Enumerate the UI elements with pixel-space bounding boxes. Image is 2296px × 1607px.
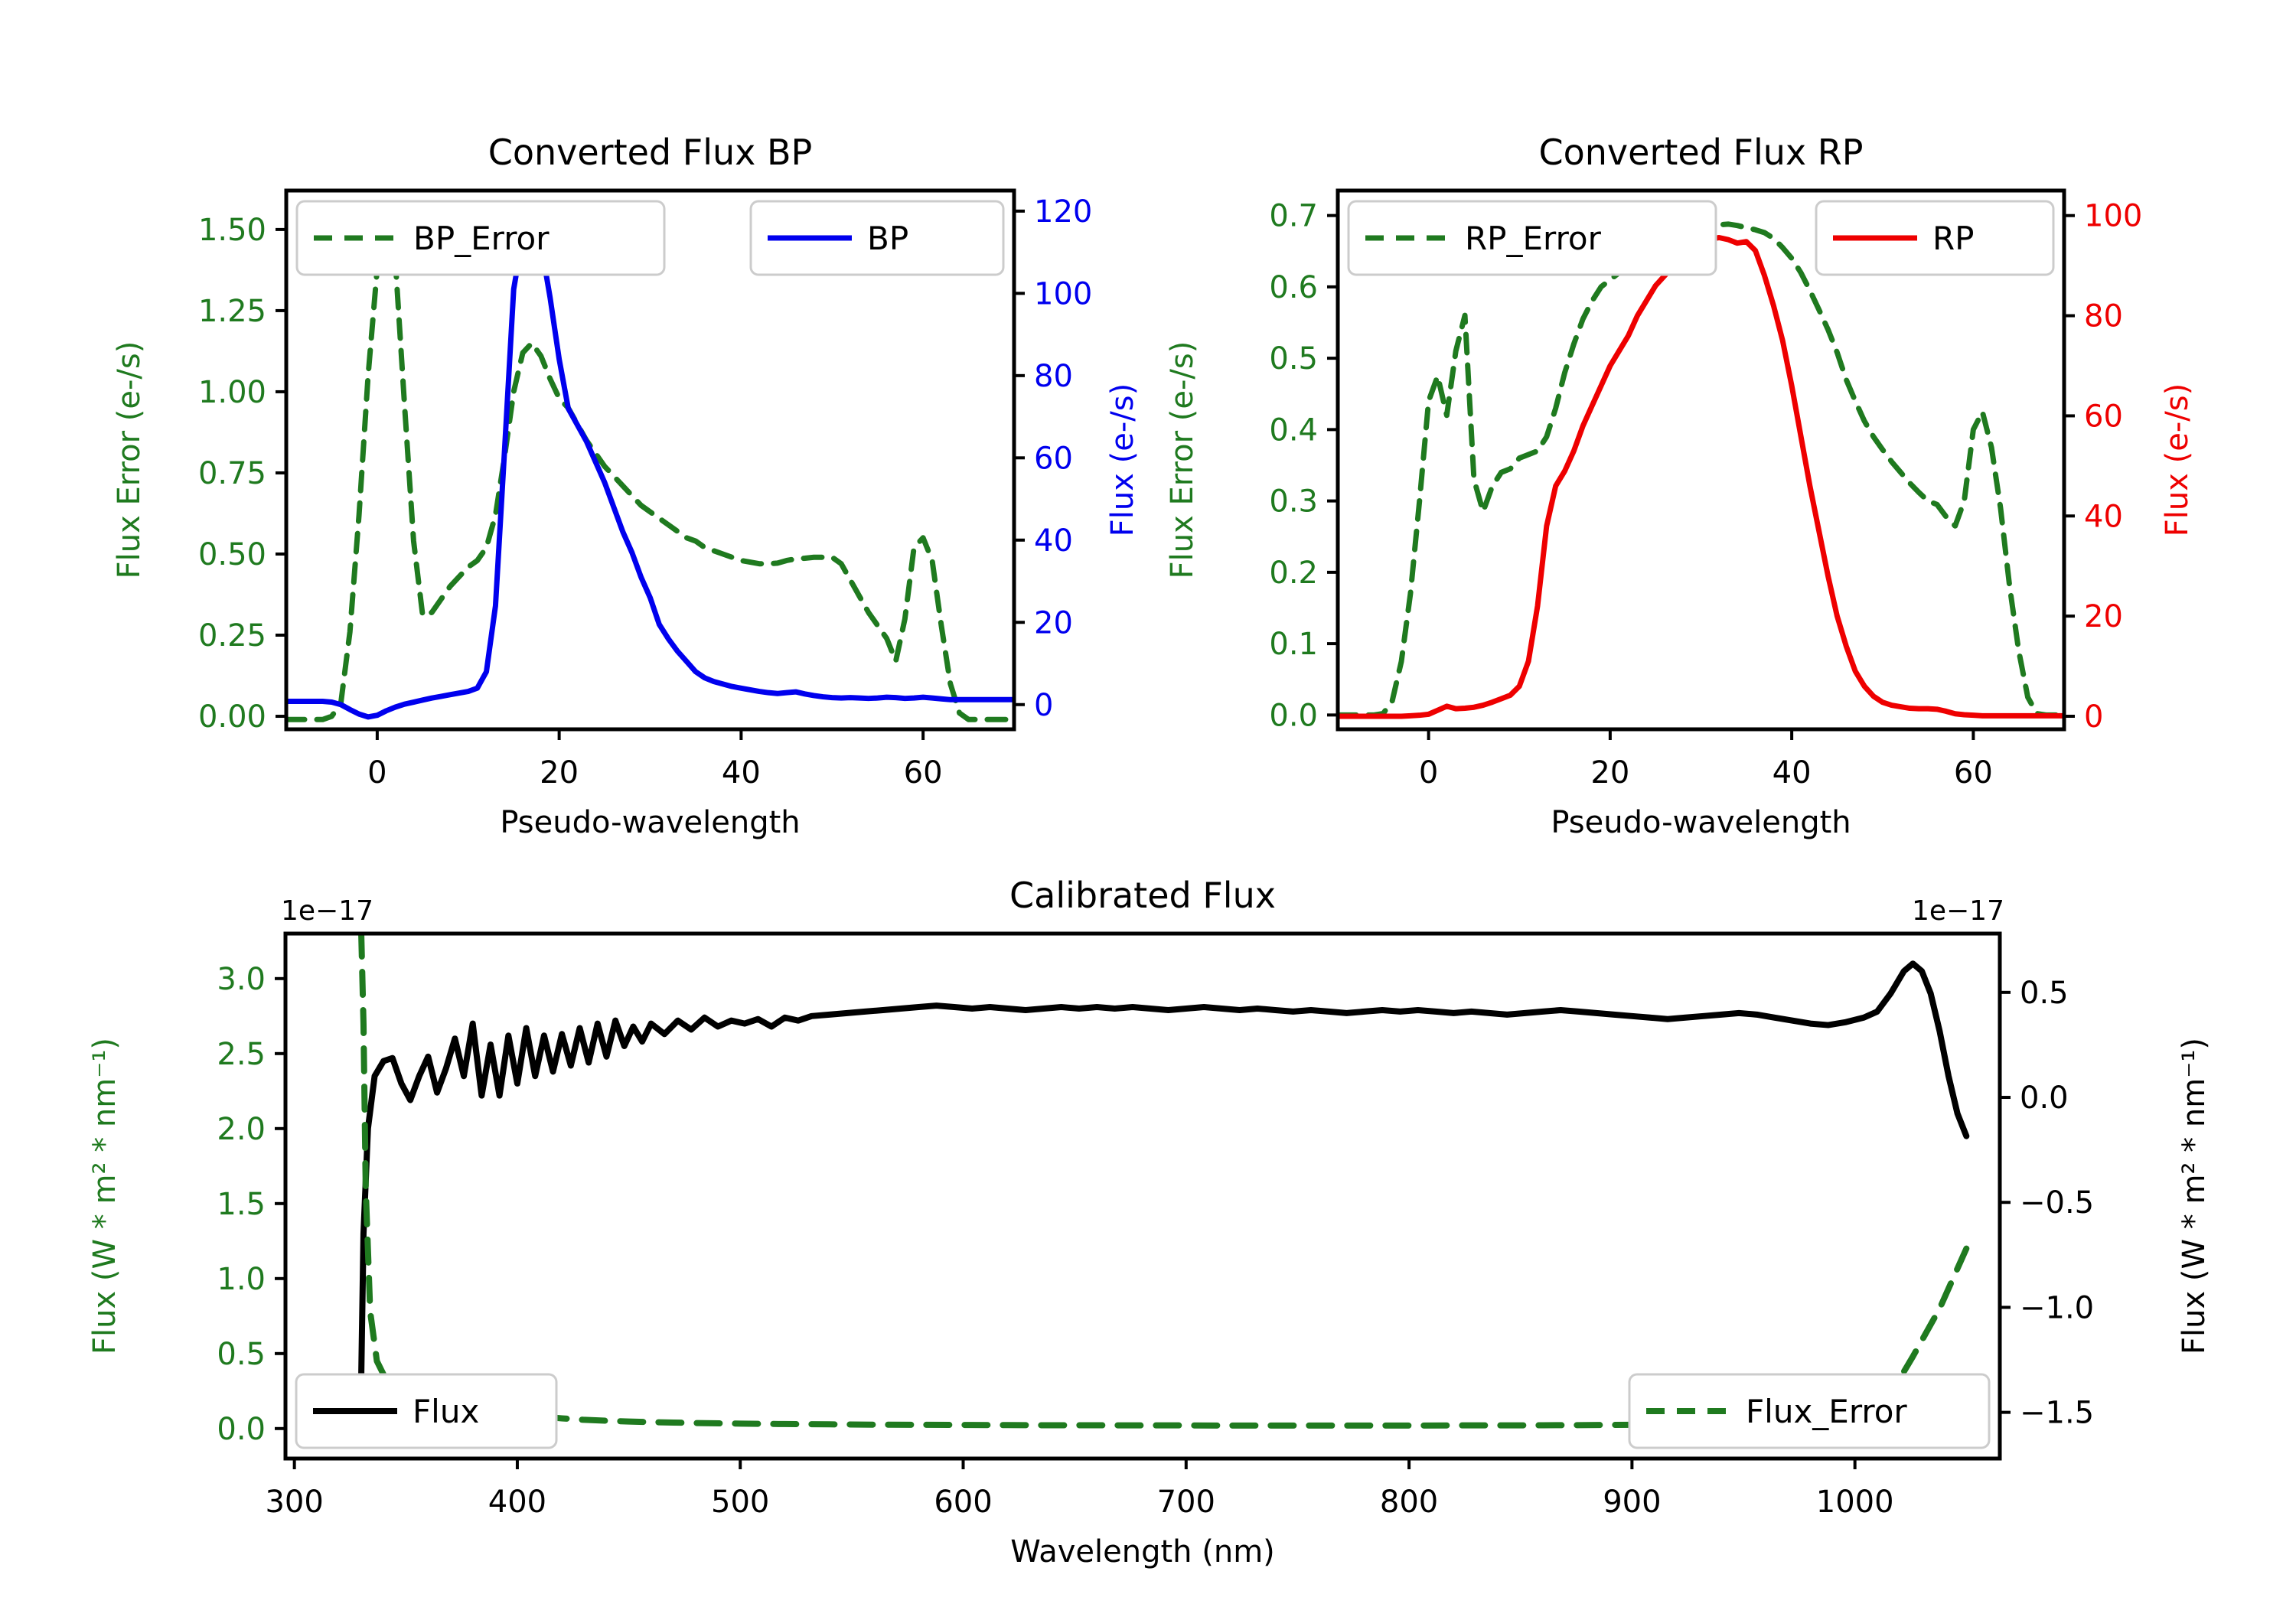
calibrated-flux-axes-frame (283, 931, 2002, 1461)
converted-flux-rp-yticklabel-left: 0.5 (1269, 341, 1318, 376)
converted-flux-bp-yticklabel-right: 20 (1034, 605, 1073, 641)
converted-flux-rp-axes-frame (1336, 188, 2066, 732)
converted-flux-bp-xaxis-label: Pseudo-wavelength (500, 805, 800, 840)
panel-converted-flux-rp: Converted Flux RP 0 20 40 60 Pseudo-wavelengt… (1148, 0, 2296, 840)
converted-flux-bp-yticklabel-left: 0.00 (198, 699, 266, 735)
calibrated-flux-legend-flux_error[interactable]: Flux_Error (1628, 1373, 1991, 1449)
converted-flux-rp-xticklabel: 20 (1590, 755, 1629, 790)
panel-converted-flux-bp: Converted Flux BP 0 20 40 60 Pseudo-wavelengt… (0, 0, 1148, 840)
converted-flux-bp-title: Converted Flux BP (488, 132, 813, 173)
converted-flux-rp-yticklabel-left: 0.1 (1269, 627, 1318, 662)
calibrated-flux-yticklabel-left: 0.5 (217, 1337, 266, 1372)
converted-flux-rp-yaxis-label-right: Flux (e-/s) (2160, 383, 2195, 536)
converted-flux-rp-yticklabel-left: 0.7 (1269, 199, 1318, 234)
converted-flux-rp-title: Converted Flux RP (1539, 132, 1864, 173)
converted-flux-rp-yticklabel-left: 0.0 (1269, 698, 1318, 733)
converted-flux-bp-yticklabel-left: 0.75 (198, 456, 266, 491)
calibrated-flux-yticklabel-left: 1.5 (217, 1187, 266, 1222)
calibrated-flux-xticklabel: 500 (711, 1485, 769, 1520)
converted-flux-rp-yticklabel-left: 0.4 (1269, 412, 1318, 448)
calibrated-flux-offset-left: 1e−17 (281, 895, 373, 927)
converted-flux-bp-yticklabel-right: 80 (1034, 359, 1073, 394)
calibrated-flux-yticklabel-left: 1.0 (217, 1262, 266, 1297)
converted-flux-bp-yticklabel-right: 120 (1034, 194, 1092, 230)
converted-flux-bp-yticklabel-left: 1.50 (198, 213, 266, 248)
converted-flux-bp-xticklabel: 60 (904, 755, 943, 790)
converted-flux-rp-yticklabel-right: 60 (2084, 399, 2123, 434)
calibrated-flux-legend-label: Flux_Error (1746, 1393, 1907, 1430)
calibrated-flux-offset-right: 1e−17 (1912, 895, 2004, 927)
converted-flux-rp-yticklabel-left: 0.3 (1269, 484, 1318, 520)
calibrated-flux-xticklabel: 400 (488, 1485, 546, 1520)
calibrated-flux-yticklabel-left: 2.5 (217, 1037, 266, 1072)
converted-flux-rp-svg: Converted Flux RP 0 20 40 60 Pseudo-wavelengt… (1165, 132, 2195, 840)
converted-flux-bp-yticklabel-right: 40 (1034, 523, 1073, 559)
converted-flux-rp-yticklabel-right: 20 (2084, 599, 2123, 634)
calibrated-flux-title: Calibrated Flux (1009, 875, 1276, 916)
converted-flux-rp-legend-label: RP (1932, 220, 1975, 257)
converted-flux-rp-legend-rp_error[interactable]: RP_Error (1347, 200, 1717, 276)
calibrated-flux-xticklabel: 800 (1380, 1485, 1438, 1520)
calibrated-flux-svg: Calibrated Flux 300 400 500 600 700 800 900 1000… (87, 875, 2212, 1570)
calibrated-flux-yticklabel-left: 2.0 (217, 1112, 266, 1147)
calibrated-flux-xticklabel: 900 (1603, 1485, 1661, 1520)
converted-flux-bp-yticklabel-left: 1.25 (198, 294, 266, 329)
converted-flux-bp-legend-label: BP_Error (413, 220, 550, 257)
converted-flux-bp-legend-bp[interactable]: BP (749, 200, 1005, 276)
converted-flux-rp-yticklabel-right: 40 (2084, 499, 2123, 534)
converted-flux-bp-yticklabel-left: 0.25 (198, 618, 266, 654)
calibrated-flux-yticklabel-right: −0.5 (2020, 1185, 2094, 1221)
calibrated-flux-legend-flux[interactable]: Flux (295, 1373, 558, 1449)
converted-flux-bp-yaxis-label-right: Flux (e-/s) (1105, 383, 1140, 536)
converted-flux-bp-svg: Converted Flux BP 0 20 40 60 Pseudo-wavelengt… (112, 132, 1140, 840)
converted-flux-rp-yticklabel-right: 0 (2084, 699, 2103, 735)
converted-flux-rp-yaxis-label-left: Flux Error (e-/s) (1165, 341, 1200, 579)
converted-flux-bp-xticklabel: 0 (367, 755, 386, 790)
panel-calibrated-flux: Calibrated Flux 300 400 500 600 700 800 900 1000… (0, 811, 2296, 1607)
converted-flux-bp-yticklabel-right: 0 (1034, 688, 1053, 723)
calibrated-flux-yticklabel-left: 3.0 (217, 962, 266, 997)
converted-flux-bp-series-bp (286, 220, 1014, 720)
converted-flux-rp-series-rp (1338, 235, 2064, 719)
calibrated-flux-yticklabel-right: −1.5 (2020, 1396, 2094, 1431)
calibrated-flux-series-flux (358, 960, 1970, 1380)
converted-flux-bp-xticklabel: 20 (540, 755, 579, 790)
converted-flux-rp-xticklabel: 40 (1773, 755, 1812, 790)
calibrated-flux-legend-label: Flux (413, 1393, 479, 1430)
converted-flux-rp-yticklabel-right: 80 (2084, 299, 2123, 334)
calibrated-flux-xticklabel: 300 (265, 1485, 323, 1520)
calibrated-flux-yticklabel-right: 0.5 (2020, 976, 2069, 1011)
calibrated-flux-xticklabel: 1000 (1816, 1485, 1894, 1520)
calibrated-flux-xaxis-label: Wavelength (nm) (1010, 1534, 1275, 1570)
calibrated-flux-yticklabel-right: 0.0 (2020, 1081, 2069, 1116)
converted-flux-rp-series-rp_error (1338, 221, 2064, 718)
converted-flux-rp-xticklabel: 0 (1419, 755, 1438, 790)
converted-flux-bp-legend-bp_error[interactable]: BP_Error (295, 200, 666, 276)
converted-flux-rp-legend-rp[interactable]: RP (1815, 200, 2055, 276)
calibrated-flux-xticklabel: 600 (934, 1485, 992, 1520)
converted-flux-rp-yticklabel-left: 0.6 (1269, 270, 1318, 305)
calibrated-flux-yticklabel-right: −1.0 (2020, 1290, 2094, 1325)
converted-flux-bp-yticklabel-right: 60 (1034, 441, 1073, 476)
calibrated-flux-xticklabel: 700 (1157, 1485, 1215, 1520)
converted-flux-bp-xticklabel: 40 (722, 755, 761, 790)
converted-flux-rp-xticklabel: 60 (1954, 755, 1993, 790)
calibrated-flux-yticklabel-left: 0.0 (217, 1412, 266, 1447)
converted-flux-bp-yticklabel-right: 100 (1034, 276, 1092, 311)
converted-flux-rp-yticklabel-left: 0.2 (1269, 556, 1318, 591)
converted-flux-bp-yticklabel-left: 1.00 (198, 375, 266, 410)
converted-flux-rp-yticklabel-right: 100 (2084, 199, 2142, 234)
converted-flux-bp-series-bp_error (286, 220, 1014, 722)
converted-flux-bp-yaxis-label-left: Flux Error (e-/s) (112, 341, 147, 579)
converted-flux-bp-axes-frame (284, 188, 1016, 732)
converted-flux-bp-yticklabel-left: 0.50 (198, 537, 266, 572)
converted-flux-rp-xaxis-label: Pseudo-wavelength (1551, 805, 1851, 840)
calibrated-flux-yaxis-label-left: Flux (W * m² * nm⁻¹) (87, 1038, 122, 1354)
converted-flux-bp-legend-label: BP (867, 220, 908, 257)
converted-flux-rp-legend-label: RP_Error (1465, 220, 1602, 257)
calibrated-flux-yaxis-label-right: Flux (W * m² * nm⁻¹) (2177, 1038, 2212, 1354)
